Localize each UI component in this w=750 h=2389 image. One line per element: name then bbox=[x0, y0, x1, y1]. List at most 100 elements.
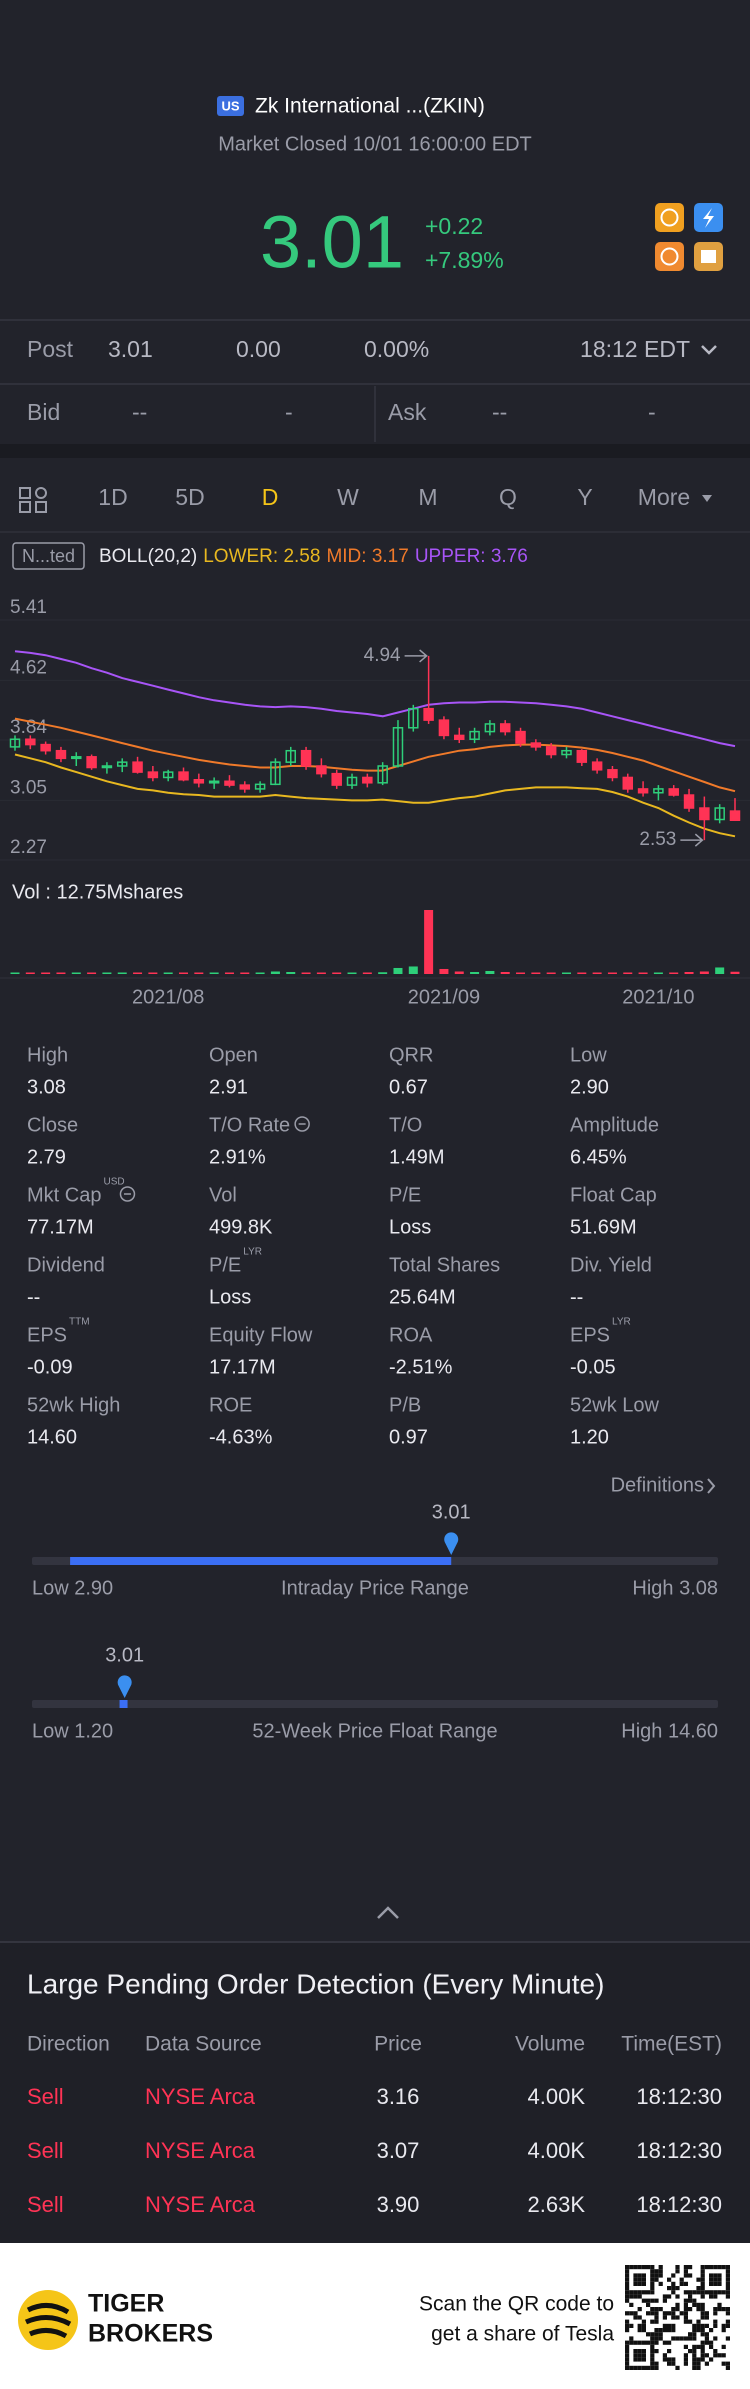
stat-value: 17.17M bbox=[209, 1356, 276, 1378]
y-tick-label: 3.05 bbox=[10, 777, 47, 798]
stat-value: 25.64M bbox=[389, 1286, 456, 1308]
qr-cell bbox=[625, 2277, 630, 2282]
volume-bar bbox=[102, 972, 112, 974]
volume-bar bbox=[316, 972, 326, 974]
qr-cell bbox=[625, 2286, 630, 2291]
indicator-badge-box[interactable] bbox=[12, 542, 85, 570]
chevron-down[interactable] bbox=[701, 345, 717, 355]
icon-glyph bbox=[660, 247, 679, 266]
indicator-badge[interactable]: N...ted bbox=[22, 546, 75, 566]
qr-cell bbox=[688, 2319, 693, 2324]
qr-cell bbox=[683, 2307, 688, 2312]
table-cell: Sell bbox=[27, 2138, 64, 2163]
tiger-logo bbox=[18, 2290, 78, 2350]
info-icon[interactable] bbox=[119, 1186, 136, 1202]
stat-value: -- bbox=[27, 1286, 40, 1308]
qr-cell bbox=[688, 2294, 693, 2299]
info-icon[interactable] bbox=[294, 1116, 310, 1132]
definitions-link[interactable]: Definitions bbox=[611, 1474, 704, 1496]
stat-label: 52wk Low bbox=[570, 1394, 659, 1416]
qr-cell bbox=[696, 2307, 701, 2312]
timeframe-tab[interactable]: 1D bbox=[98, 484, 127, 510]
timeframe-tab[interactable]: 5D bbox=[175, 484, 204, 510]
qr-cell bbox=[662, 2340, 667, 2345]
qr-cell bbox=[696, 2277, 701, 2282]
stat-label: Mkt Cap bbox=[27, 1184, 101, 1206]
candle-body bbox=[25, 738, 36, 746]
qr-cell bbox=[700, 2290, 705, 2295]
dropdown-arrow[interactable] bbox=[702, 495, 712, 502]
qr-cell bbox=[692, 2365, 697, 2370]
collapse-caret[interactable] bbox=[377, 1906, 399, 1919]
qr-cell bbox=[688, 2265, 693, 2270]
qr-cell bbox=[641, 2340, 646, 2345]
qr-cell bbox=[637, 2323, 642, 2328]
qr-cell bbox=[704, 2353, 709, 2358]
post-time[interactable]: 18:12 EDT bbox=[580, 336, 690, 362]
qr-cell bbox=[700, 2311, 705, 2316]
volume-bar bbox=[179, 972, 189, 974]
volume-bar bbox=[454, 971, 464, 974]
timeframe-tab[interactable]: M bbox=[418, 484, 437, 510]
qr-cell bbox=[633, 2315, 638, 2320]
qr-cell bbox=[654, 2277, 659, 2282]
qr-cell bbox=[650, 2344, 655, 2349]
qr-cell bbox=[646, 2311, 651, 2316]
price-change-pct: +7.89% bbox=[425, 247, 504, 273]
table-cell: 4.00K bbox=[528, 2084, 586, 2109]
stat-value: -0.09 bbox=[27, 1356, 73, 1378]
candle-body bbox=[285, 749, 296, 763]
qr-cell bbox=[658, 2336, 663, 2341]
candle-body bbox=[469, 730, 480, 740]
qr-cell bbox=[650, 2307, 655, 2312]
section-gap bbox=[0, 444, 750, 458]
timeframe-tab[interactable]: D bbox=[262, 484, 279, 510]
qr-cell bbox=[646, 2365, 651, 2370]
annotation-low: 2.53 bbox=[639, 829, 676, 850]
table-cell: 18:12:30 bbox=[636, 2084, 722, 2109]
timeframe-tab[interactable]: More bbox=[638, 484, 690, 510]
qr-cell bbox=[713, 2311, 718, 2316]
qr-cell bbox=[637, 2294, 642, 2299]
table-cell: 18:12:30 bbox=[636, 2138, 722, 2163]
chevron-right[interactable] bbox=[707, 1478, 716, 1494]
qr-cell bbox=[646, 2290, 651, 2295]
candle-body bbox=[362, 776, 373, 784]
qr-cell bbox=[683, 2361, 688, 2366]
range-low: Low 2.90 bbox=[32, 1577, 113, 1599]
qr-cell bbox=[625, 2353, 630, 2358]
stat-label: High bbox=[27, 1044, 68, 1066]
table-cell: 3.90 bbox=[377, 2192, 420, 2217]
qr-cell bbox=[667, 2286, 672, 2291]
qr-cell bbox=[725, 2311, 730, 2316]
qr-cell bbox=[633, 2357, 638, 2362]
qr-cell bbox=[641, 2290, 646, 2295]
qr-cell bbox=[713, 2277, 718, 2282]
candle-body bbox=[132, 761, 143, 773]
timeframe-tab[interactable]: Q bbox=[499, 484, 517, 510]
stat-value: 1.49M bbox=[389, 1146, 445, 1168]
qr-cell bbox=[725, 2319, 730, 2324]
annotation-high: 4.94 bbox=[364, 645, 401, 666]
range-marker bbox=[117, 1675, 132, 1698]
volume-bar bbox=[71, 972, 81, 974]
qr-cell bbox=[713, 2323, 718, 2328]
bid-size: - bbox=[285, 399, 293, 425]
qr-cell bbox=[667, 2361, 672, 2366]
qr-cell bbox=[675, 2315, 680, 2320]
layout-icon[interactable] bbox=[19, 487, 47, 513]
candle-body bbox=[668, 788, 679, 796]
timeframe-tab[interactable]: Y bbox=[577, 484, 592, 510]
timeframe-tab[interactable]: W bbox=[337, 484, 359, 510]
stat-label: Div. Yield bbox=[570, 1254, 652, 1276]
qr-cell bbox=[625, 2361, 630, 2366]
stat-label: Total Shares bbox=[389, 1254, 500, 1276]
table-header: Volume bbox=[515, 2033, 585, 2056]
qr-cell bbox=[667, 2357, 672, 2362]
qr-cell bbox=[692, 2344, 697, 2349]
qr-cell bbox=[692, 2361, 697, 2366]
qr-cell bbox=[650, 2365, 655, 2370]
volume-bar bbox=[531, 972, 541, 974]
qr-cell bbox=[725, 2294, 730, 2299]
qr-cell bbox=[650, 2311, 655, 2316]
